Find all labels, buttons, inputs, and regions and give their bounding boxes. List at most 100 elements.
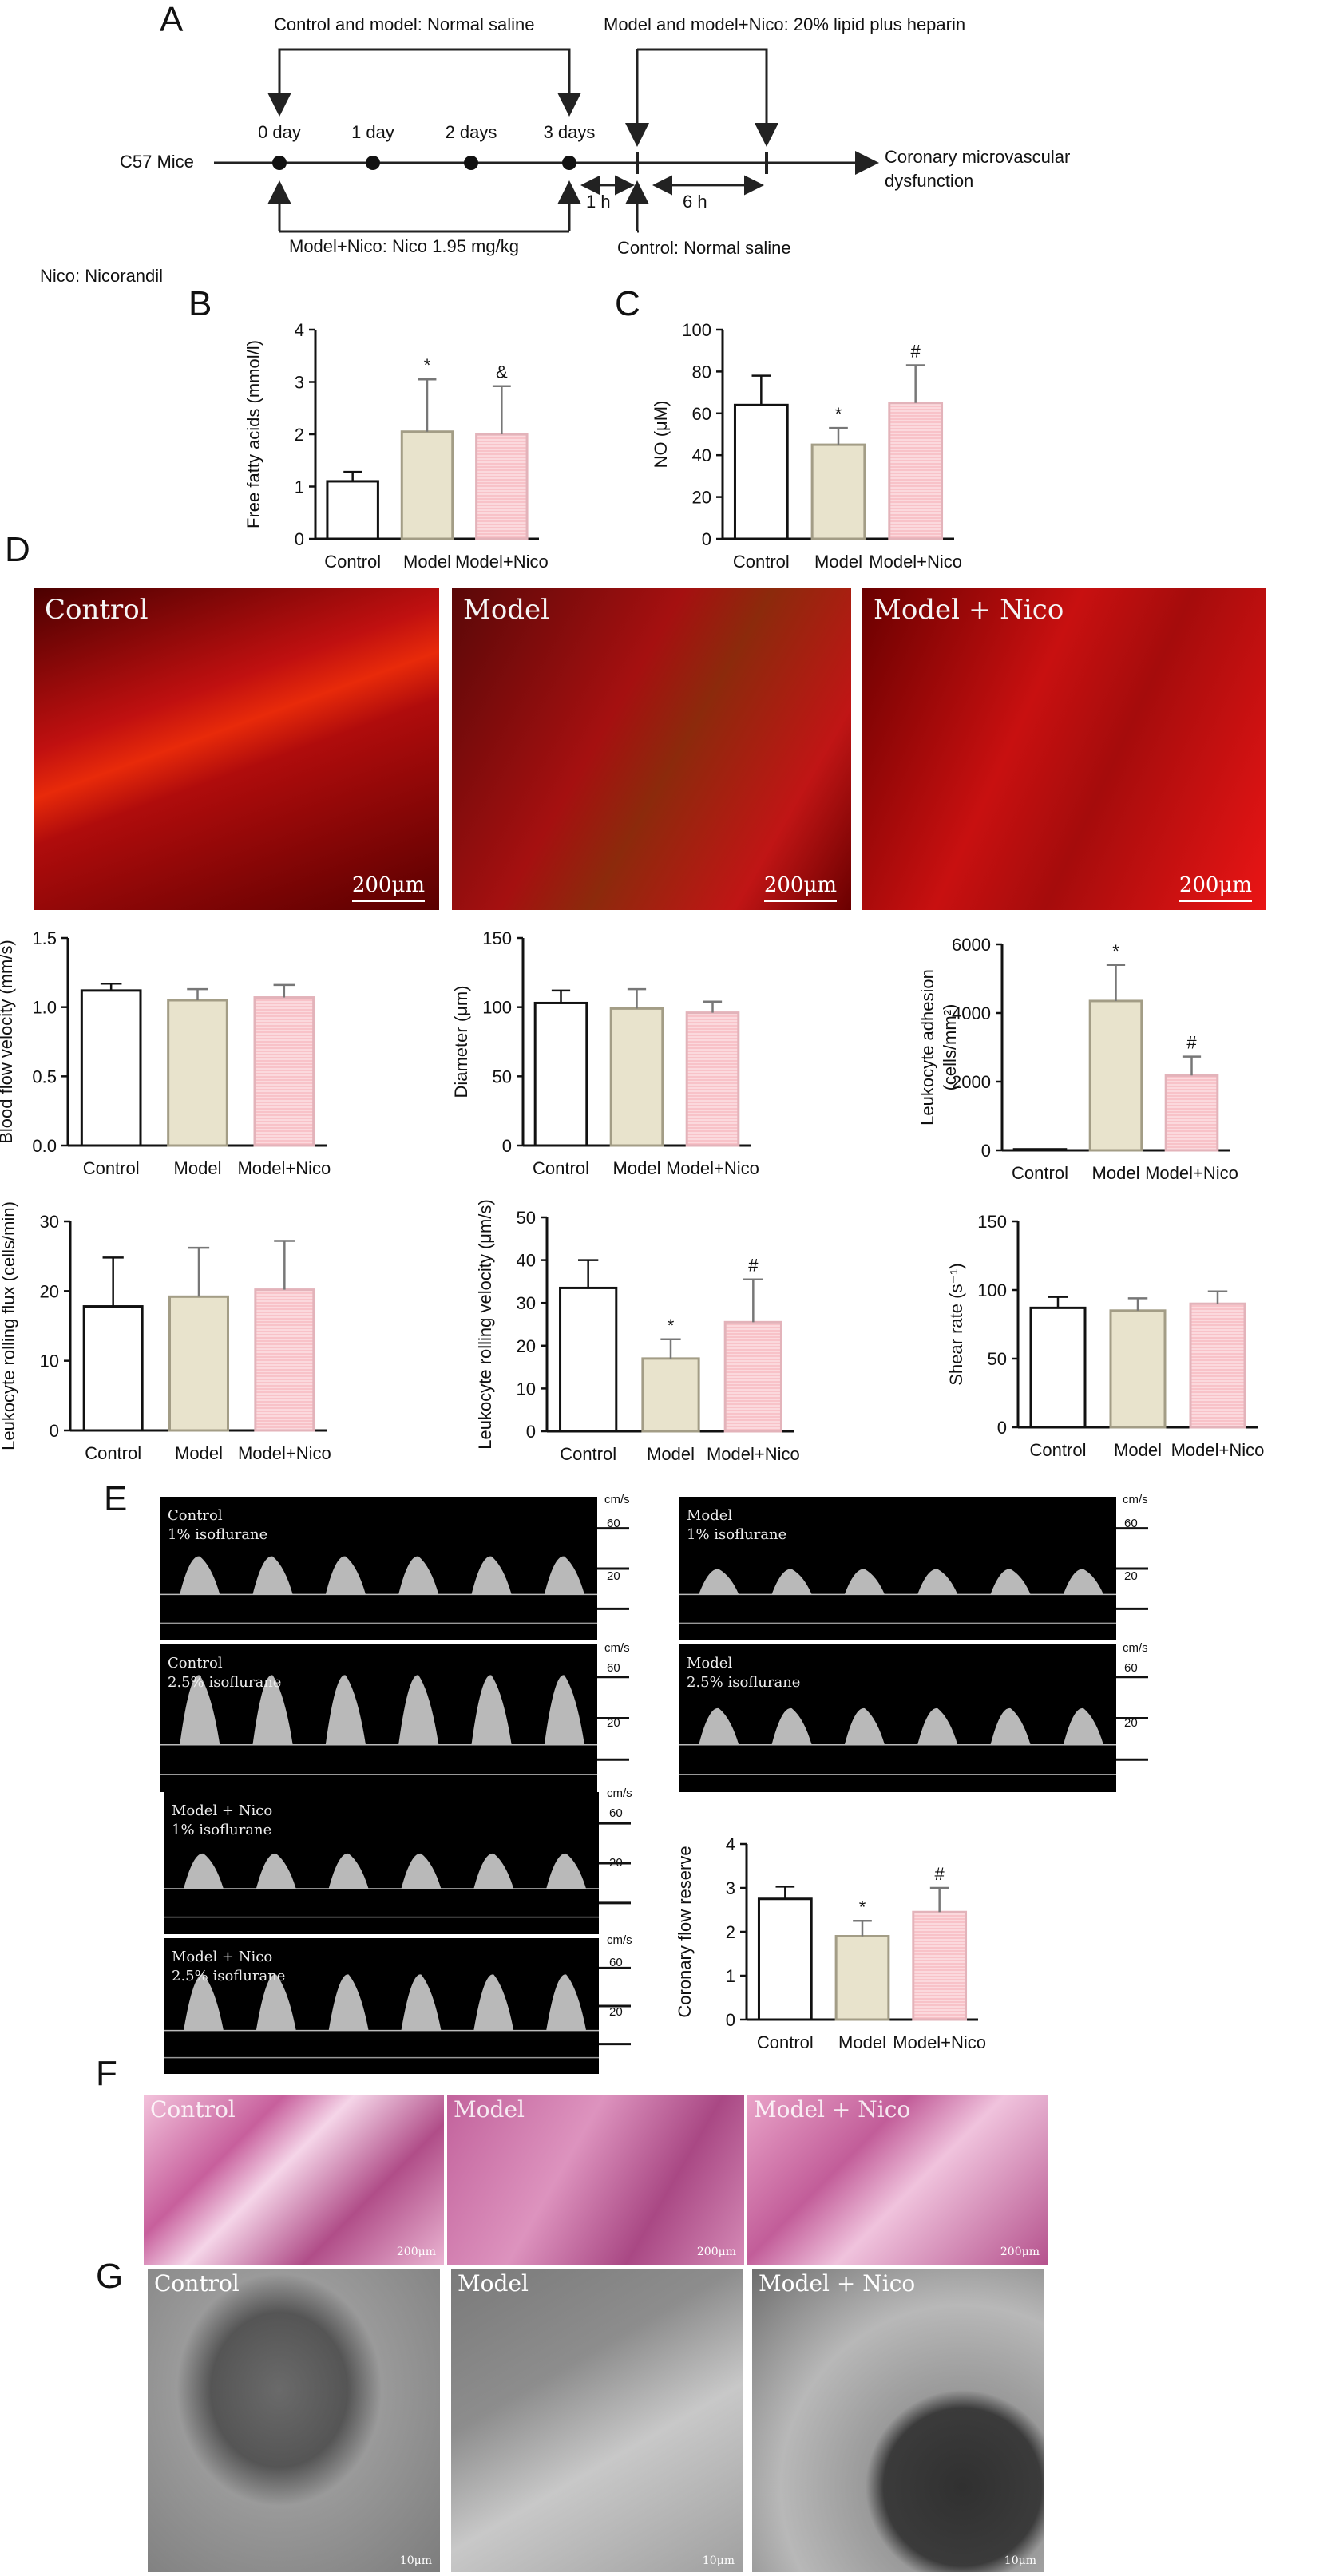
x-tick-label: Model xyxy=(1092,1163,1140,1183)
doppler-beat xyxy=(917,1569,958,1595)
bar-model xyxy=(400,430,454,540)
doppler-beat xyxy=(325,1556,366,1595)
doppler-model-nico-1pct: Model + Nico 1% isoflurane xyxy=(164,1792,599,1934)
doppler-scale-ticks xyxy=(597,1527,1148,2046)
doppler-waveform xyxy=(160,1675,597,1775)
doppler-model-nico-25pct: Model + Nico 2.5% isoflurane xyxy=(164,1938,599,2074)
timeline-interval-6h: 6 h xyxy=(683,192,707,212)
y-tick-label: 150 xyxy=(977,1212,1007,1232)
x-tick-label: Model xyxy=(613,1158,661,1178)
timeline-abbreviation: Nico: Nicorandil xyxy=(40,266,164,286)
y-tick-label: 20 xyxy=(40,1281,59,1301)
y-tick-label: 4 xyxy=(726,1834,735,1854)
bar-control xyxy=(1029,1306,1087,1429)
chart-d-leukocyte-rolling-flux: 0 10 20 30 Control Model Model+Nico Leukocyte r… xyxy=(0,1201,331,1463)
y-axis-label: Blood flow velocity (mm/s) xyxy=(0,940,16,1144)
doppler-beat xyxy=(183,1853,224,1889)
timeline-top-right-label: Model and model+Nico: 20% lipid plus hep… xyxy=(604,14,966,34)
doppler-beat xyxy=(471,1675,512,1745)
y-tick-label: 50 xyxy=(988,1349,1007,1369)
doppler-beat xyxy=(473,1974,514,2031)
doppler-tick-20-4: 20 xyxy=(1124,1716,1138,1730)
doppler-unit-1: cm/s xyxy=(604,1493,630,1506)
chart-d-shear-rate: 0 50 100 150 Control Model Model+Nico Shear rat… xyxy=(946,1212,1265,1460)
doppler-beat xyxy=(328,1853,369,1889)
doppler-beat xyxy=(544,1675,585,1745)
y-axis-label: Leukocyte rolling flux (cells/min) xyxy=(0,1201,18,1450)
y-axis-label: Free fatty acids (mmol/l) xyxy=(244,340,263,528)
doppler-tick-60-4: 60 xyxy=(1124,1661,1138,1675)
y-tick-label: 30 xyxy=(40,1212,59,1232)
y-tick-label: 3 xyxy=(726,1878,735,1898)
y-tick-label: 4000 xyxy=(952,1003,991,1023)
y-tick-label: 50 xyxy=(493,1066,512,1086)
histology-control: Control 200μm xyxy=(144,2095,444,2265)
x-tick-label: Model+Nico xyxy=(238,1443,331,1463)
doppler-beat xyxy=(844,1569,885,1595)
doppler-tick-20-3: 20 xyxy=(1124,1569,1138,1583)
tem-label-model: Model xyxy=(458,2270,529,2297)
y-tick-label: 0.0 xyxy=(32,1136,57,1156)
tem-scalebar-model: 10μm xyxy=(702,2554,735,2567)
x-tick-label: Model+Nico xyxy=(707,1444,800,1464)
bar-model-nico xyxy=(685,1011,740,1147)
doppler-tick-60-3: 60 xyxy=(1124,1517,1138,1530)
timeline-day-2: 2 days xyxy=(445,122,497,142)
y-tick-label: 0 xyxy=(295,529,304,549)
bar-model xyxy=(810,443,866,540)
timeline-day-3: 3 days xyxy=(543,122,596,142)
bar-control xyxy=(757,1897,813,2021)
doppler-beat xyxy=(180,1556,220,1595)
y-axis-label: Leukocyte rolling velocity (μm/s) xyxy=(475,1199,495,1449)
doppler-beat xyxy=(398,1556,439,1595)
doppler-label-control-25pct: Control 2.5% isoflurane xyxy=(168,1655,282,1691)
doppler-waveform xyxy=(164,1853,599,1918)
y-tick-label: 150 xyxy=(482,928,512,948)
y-tick-label: 0 xyxy=(726,2010,735,2030)
doppler-label-control-1pct: Control 1% isoflurane xyxy=(168,1507,268,1543)
histology-model: Model 200μm xyxy=(447,2095,744,2265)
tem-control: Control 10μm xyxy=(148,2269,440,2572)
doppler-beat xyxy=(471,1556,512,1595)
doppler-tick-60-2: 60 xyxy=(607,1661,620,1675)
doppler-unit-3: cm/s xyxy=(1123,1493,1148,1506)
doppler-control-25pct: Control 2.5% isoflurane xyxy=(160,1644,597,1792)
histology-scalebar-control: 200μm xyxy=(396,2246,436,2258)
y-tick-label: 6000 xyxy=(952,935,991,955)
doppler-beat xyxy=(473,1853,514,1889)
bar-model-nico xyxy=(253,996,315,1147)
tem-model: Model 10μm xyxy=(451,2269,743,2572)
y-tick-label: 0 xyxy=(981,1141,991,1161)
x-tick-label: Model xyxy=(403,552,451,572)
doppler-label-model-1pct: Model 1% isoflurane xyxy=(687,1507,787,1543)
timeline-bottom-right-label: Control: Normal saline xyxy=(617,238,791,258)
y-tick-label: 10 xyxy=(40,1351,59,1371)
y-tick-label: 2000 xyxy=(952,1072,991,1092)
microscopy-label-model: Model xyxy=(463,594,550,626)
microscopy-model-nico: Model + Nico 200μm xyxy=(862,588,1266,910)
x-tick-label: Model xyxy=(174,1158,222,1178)
y-tick-label: 0 xyxy=(526,1422,536,1442)
y-tick-label: 0 xyxy=(997,1418,1007,1438)
timeline-day-1: 1 day xyxy=(351,122,394,142)
doppler-beat xyxy=(844,1707,885,1745)
bar-model xyxy=(609,1007,664,1147)
doppler-beat xyxy=(183,1974,224,2031)
significance-mark: # xyxy=(748,1256,759,1276)
bar-control xyxy=(559,1286,618,1433)
significance-mark: * xyxy=(835,404,842,424)
bar-model-nico xyxy=(254,1288,315,1432)
y-axis-label: Leukocyte adhesion xyxy=(917,969,937,1126)
doppler-unit-6: cm/s xyxy=(607,1933,632,1947)
doppler-beat xyxy=(325,1675,366,1745)
timeline-outcome-line2: dysfunction xyxy=(885,171,974,191)
doppler-waveform xyxy=(679,1569,1116,1624)
x-tick-label: Control xyxy=(1030,1440,1087,1460)
bar-model xyxy=(167,999,228,1147)
x-tick-label: Model+Nico xyxy=(1145,1163,1238,1183)
histology-scalebar-model: 200μm xyxy=(696,2246,736,2258)
doppler-beat xyxy=(1063,1569,1104,1595)
doppler-waveform xyxy=(679,1707,1116,1775)
x-tick-label: Model+Nico xyxy=(1171,1440,1265,1460)
doppler-beat xyxy=(544,1556,585,1595)
